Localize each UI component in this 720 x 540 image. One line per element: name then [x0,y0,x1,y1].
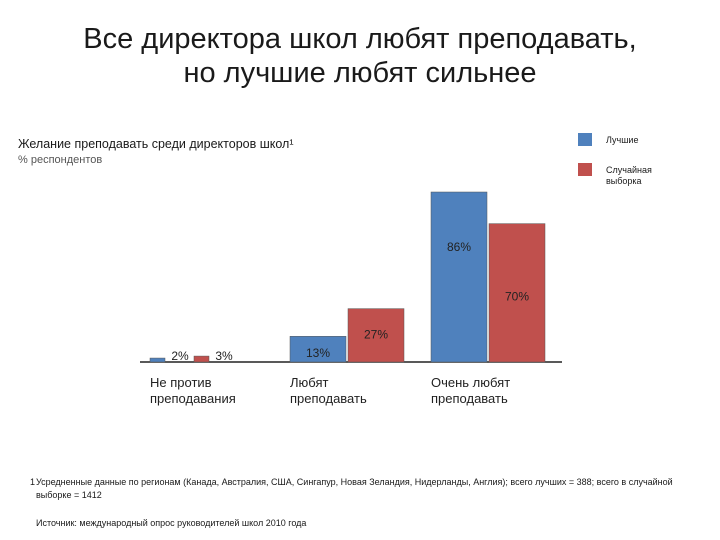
category-label-0-1: преподавания [150,391,236,406]
legend-swatch-best [578,133,592,146]
bar-best-0 [149,357,166,363]
source-note: Источник: международный опрос руководите… [36,518,307,528]
bar-best-1 [289,336,347,363]
data-label-random-0: 3% [215,349,233,363]
legend-label-best: Лучшие [606,135,639,145]
chart-unit: % респондентов [18,154,103,166]
title-line-1: Все директора школ любят преподавать, [83,23,637,55]
bar-best-2 [430,191,488,363]
data-label-best-1: 13% [306,346,330,360]
bar-random-2 [488,223,546,363]
page-title: Все директора школ любят преподавать, но… [0,22,720,90]
data-label-best-2: 86% [447,240,471,254]
legend-label-random: Случайная выборка [606,165,652,186]
data-label-random-2: 70% [505,290,529,304]
category-label-2-1: преподавать [431,391,508,406]
footnote: 1 Усредненные данные по регионам (Канада… [30,476,696,502]
bar-random-1 [347,308,405,363]
legend-swatch-random [578,163,592,176]
category-label-1-0: Любят [290,375,328,390]
chart-title: Желание преподавать среди директоров шко… [18,137,294,151]
data-label-best-0: 2% [171,349,189,363]
bar-random-0 [193,355,210,363]
category-label-2-0: Очень любят [431,375,510,390]
data-label-random-1: 27% [364,328,388,342]
footnote-number: 1 [30,477,36,487]
footnote-text: Усредненные данные по регионам (Канада, … [36,477,673,500]
title-line-2: но лучшие любят сильнее [183,57,537,89]
category-label-0-0: Не против [150,375,212,390]
category-label-1-1: преподавать [290,391,367,406]
